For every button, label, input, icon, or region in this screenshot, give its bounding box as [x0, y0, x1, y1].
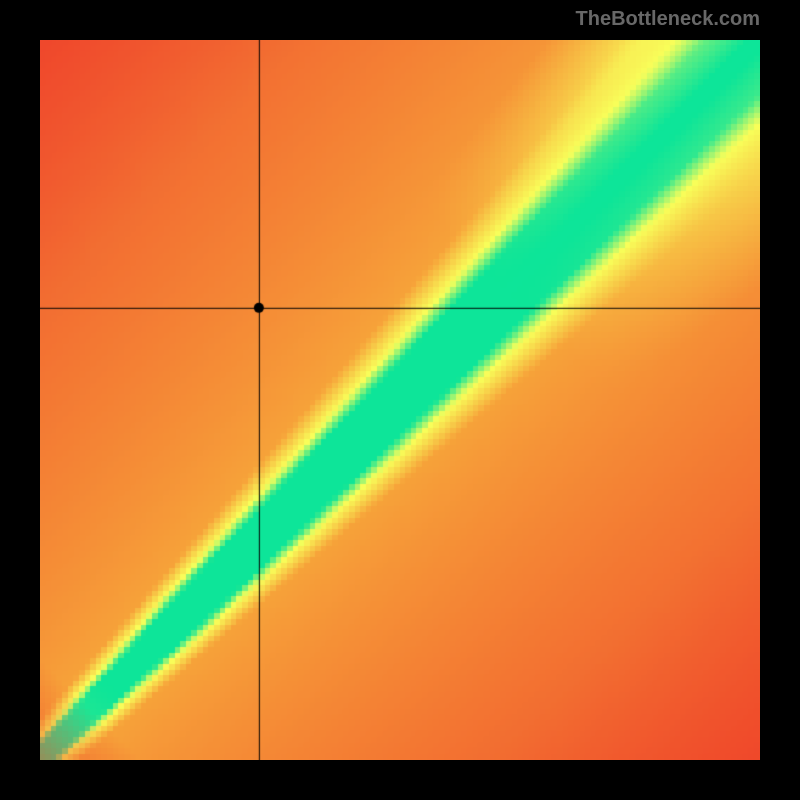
chart-frame: TheBottleneck.com: [0, 0, 800, 800]
watermark-text: TheBottleneck.com: [576, 8, 760, 31]
heatmap-canvas: [40, 40, 760, 760]
heatmap-plot: [40, 40, 760, 760]
